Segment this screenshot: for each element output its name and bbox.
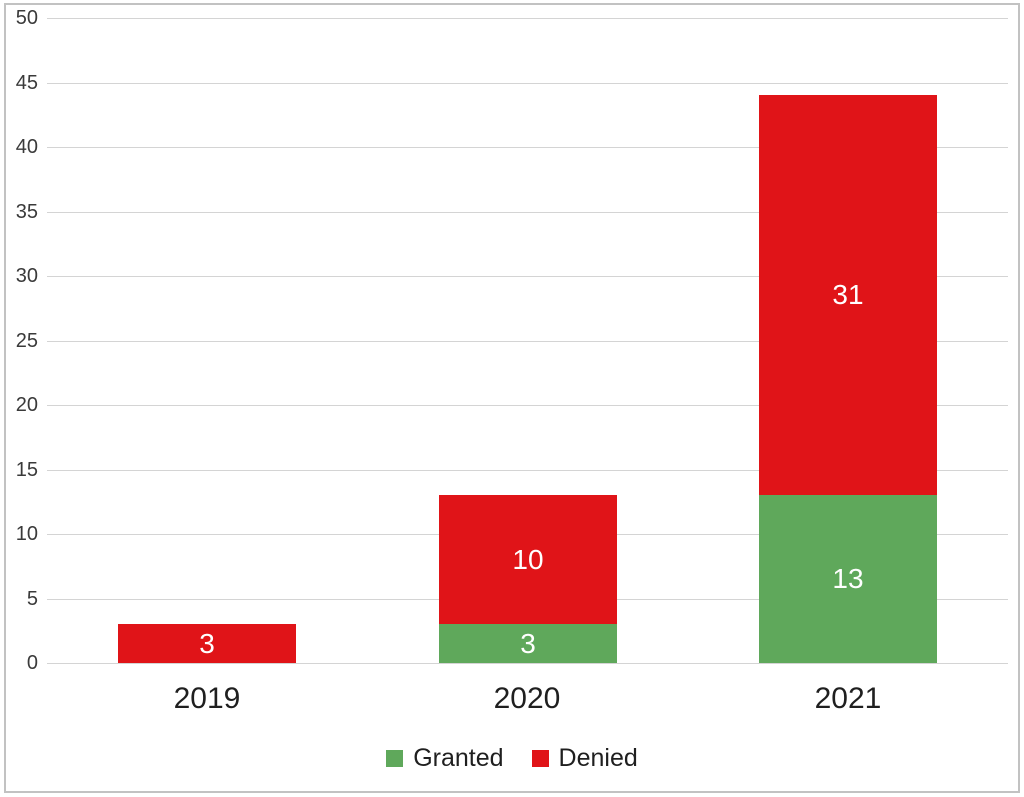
legend-swatch-denied [531, 749, 549, 767]
y-axis-tick-45: 45 [15, 72, 38, 94]
bar-segment-granted-2020: 3 [439, 624, 617, 663]
gridline-y50 [47, 18, 1008, 19]
plot-area: 3 3 10 13 31 [47, 18, 1008, 664]
y-axis-tick-0: 0 [26, 652, 38, 674]
y-axis-tick-25: 25 [15, 330, 38, 352]
bar-value-label-granted-2020: 3 [520, 627, 536, 659]
x-axis-label-2019: 2019 [173, 682, 241, 715]
bar-value-label-denied-2019: 3 [199, 627, 215, 659]
gridline-y20 [47, 405, 1008, 406]
bar-segment-denied-2019: 3 [118, 624, 296, 663]
legend-label-denied: Denied [558, 743, 638, 772]
bar-segment-denied-2020: 10 [439, 495, 617, 624]
gridline-y45 [47, 83, 1008, 84]
gridline-y35 [47, 212, 1008, 213]
y-axis-tick-40: 40 [15, 136, 38, 158]
y-axis-tick-5: 5 [26, 588, 38, 610]
gridline-y25 [47, 341, 1008, 342]
bar-value-label-granted-2021: 13 [832, 563, 864, 594]
gridline-y15 [47, 470, 1008, 471]
bar-segment-granted-2021: 13 [759, 495, 937, 663]
y-axis-tick-35: 35 [15, 201, 38, 223]
y-axis-tick-20: 20 [15, 394, 38, 416]
chart-legend: Granted Denied [0, 742, 1024, 774]
y-axis-tick-30: 30 [15, 265, 38, 287]
legend-swatch-granted [386, 749, 404, 767]
legend-label-granted: Granted [413, 743, 504, 772]
gridline-y0 [47, 663, 1008, 664]
legend-item-granted: Granted [386, 743, 504, 773]
y-axis-tick-15: 15 [15, 459, 38, 481]
x-axis-label-2020: 2020 [493, 682, 561, 715]
bar-value-label-denied-2021: 31 [832, 279, 864, 310]
y-axis-tick-50: 50 [15, 7, 38, 29]
bar-segment-denied-2021: 31 [759, 95, 937, 495]
y-axis-tick-10: 10 [15, 523, 38, 545]
bar-value-label-denied-2020: 10 [512, 543, 544, 575]
gridline-y30 [47, 276, 1008, 277]
gridline-y40 [47, 147, 1008, 148]
x-axis-label-2021: 2021 [814, 682, 882, 715]
legend-item-denied: Denied [531, 743, 638, 773]
